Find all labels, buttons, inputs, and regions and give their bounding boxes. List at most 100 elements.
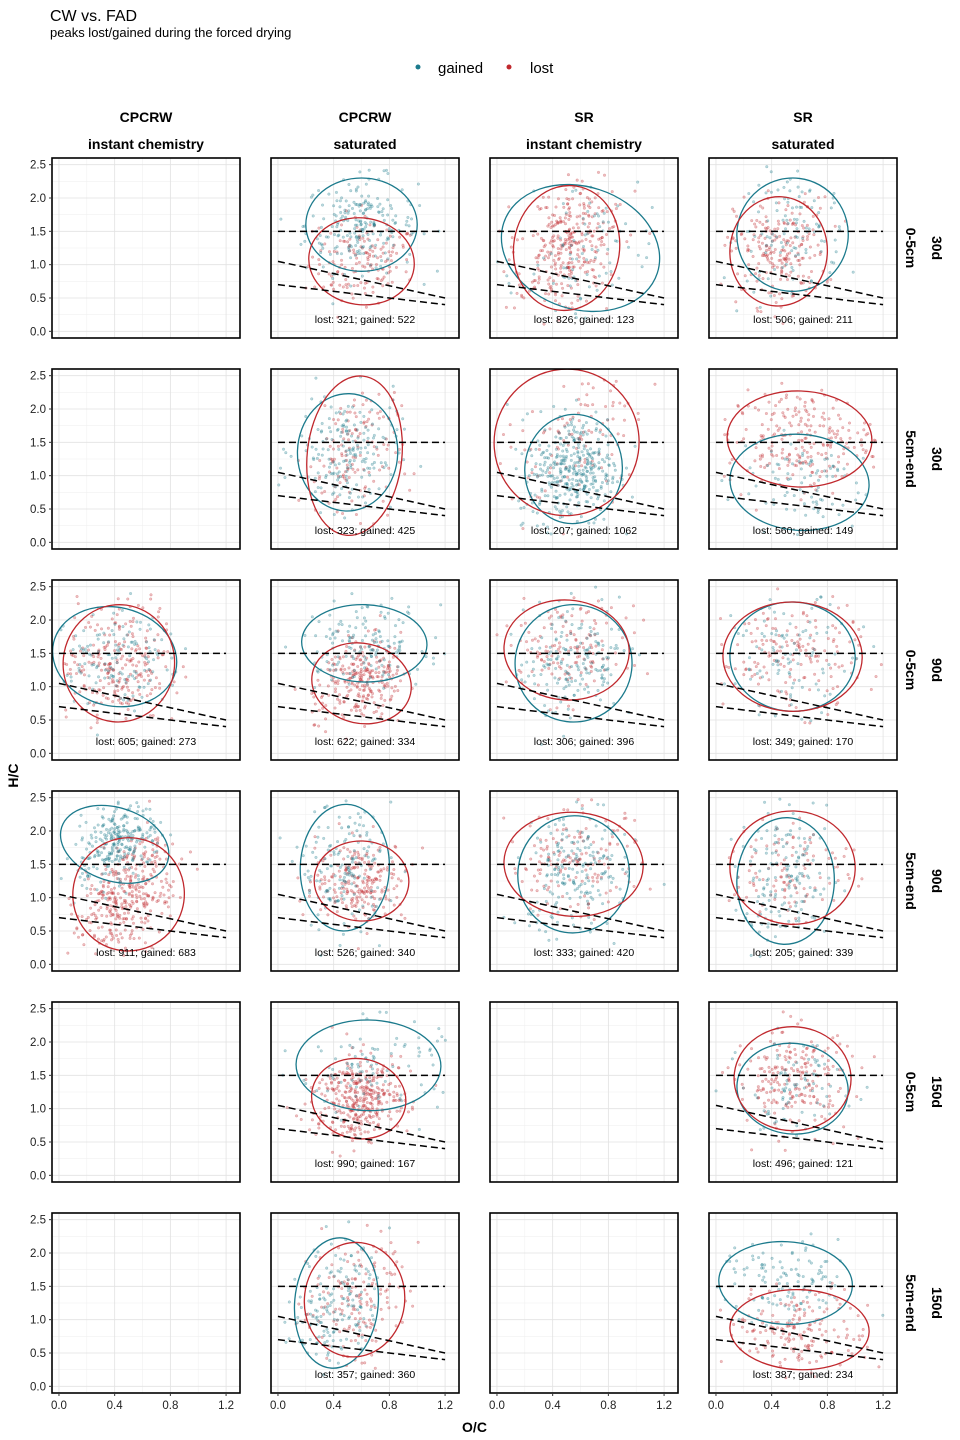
lost-point — [767, 248, 771, 252]
gained-point — [552, 461, 556, 465]
gained-point — [525, 660, 529, 664]
lost-point — [404, 232, 408, 236]
lost-point — [355, 256, 359, 260]
lost-point — [97, 648, 101, 652]
lost-point — [605, 233, 609, 237]
lost-point — [321, 859, 325, 863]
lost-point — [767, 654, 771, 658]
gained-point — [579, 297, 583, 301]
lost-point — [356, 876, 360, 880]
lost-point — [115, 914, 119, 918]
lost-point — [529, 447, 533, 451]
gained-point — [591, 485, 595, 489]
lost-point — [114, 901, 118, 905]
lost-point — [761, 611, 765, 615]
lost-point — [393, 684, 397, 688]
lost-point — [89, 906, 93, 910]
lost-point — [550, 644, 554, 648]
lost-point — [567, 236, 571, 240]
lost-point — [557, 665, 561, 669]
gained-point — [388, 505, 392, 509]
gained-point — [582, 447, 586, 451]
gained-point — [588, 633, 592, 637]
gained-point — [131, 856, 135, 860]
lost-point — [552, 239, 556, 243]
gained-point — [117, 830, 121, 834]
lost-point — [349, 857, 353, 861]
lost-point — [362, 891, 366, 895]
lost-point — [333, 662, 337, 666]
lost-point — [519, 670, 523, 674]
lost-point — [754, 665, 758, 669]
lost-point — [181, 665, 185, 669]
gained-point — [108, 676, 112, 680]
gained-point — [831, 464, 835, 468]
lost-point — [836, 429, 840, 433]
gained-point — [344, 199, 348, 203]
gained-point — [358, 874, 362, 878]
lost-point — [527, 630, 531, 634]
gained-point — [383, 616, 387, 620]
gained-point — [348, 491, 352, 495]
gained-point — [790, 206, 794, 210]
lost-point — [110, 867, 114, 871]
gained-point — [69, 679, 73, 683]
lost-point — [811, 414, 815, 418]
lost-point — [380, 712, 384, 716]
gained-point — [540, 487, 544, 491]
lost-point — [517, 283, 521, 287]
gained-point — [816, 469, 820, 473]
lost-point — [361, 695, 365, 699]
lost-point — [552, 279, 556, 283]
lost-point — [317, 258, 321, 262]
gained-point — [613, 239, 617, 243]
lost-point — [144, 916, 148, 920]
gained-point — [109, 673, 113, 677]
gained-point — [380, 210, 384, 214]
lost-point — [796, 274, 800, 278]
gained-point — [86, 874, 90, 878]
gained-point — [837, 225, 841, 229]
lost-point — [362, 688, 366, 692]
gained-point — [570, 493, 574, 497]
lost-point — [797, 438, 801, 442]
gained-point — [762, 634, 766, 638]
lost-point — [817, 195, 821, 199]
gained-point — [782, 636, 786, 640]
lost-point — [614, 207, 618, 211]
lost-point — [116, 937, 120, 941]
lost-point — [765, 244, 769, 248]
gained-point — [374, 243, 378, 247]
lost-point — [548, 253, 552, 257]
gained-point — [797, 633, 801, 637]
lost-point — [156, 649, 160, 653]
gained-point — [115, 833, 119, 837]
gained-point — [769, 170, 773, 174]
lost-point — [420, 846, 424, 850]
reference-line — [715, 260, 884, 299]
lost-point — [558, 650, 562, 654]
lost-point — [557, 641, 561, 645]
lost-point — [571, 708, 575, 712]
lost-point — [755, 306, 759, 310]
lost-point — [757, 240, 761, 244]
gained-point — [352, 200, 356, 204]
lost-point — [360, 889, 364, 893]
lost-point — [577, 436, 581, 440]
gained-point — [368, 263, 372, 267]
gained-point — [321, 447, 325, 451]
gained-point — [422, 282, 426, 286]
gained-point — [344, 474, 348, 478]
lost-point — [821, 442, 825, 446]
gained-point — [564, 266, 568, 270]
gained-point — [786, 478, 790, 482]
gained-point — [810, 459, 814, 463]
gained-point — [568, 488, 572, 492]
lost-point — [149, 872, 153, 876]
lost-point — [590, 646, 594, 650]
lost-point — [165, 881, 169, 885]
gained-point — [567, 429, 571, 433]
lost-point — [352, 881, 356, 885]
lost-point — [558, 645, 562, 649]
lost-point — [547, 292, 551, 296]
